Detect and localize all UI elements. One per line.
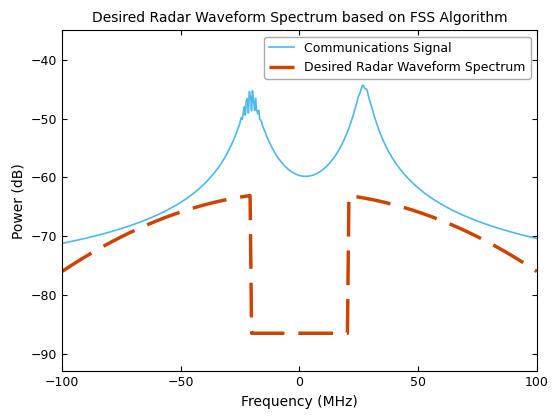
Communications Signal: [436, 201, 443, 206]
Legend: Communications Signal, Desired Radar Waveform Spectrum: Communications Signal, Desired Radar Wav…: [264, 37, 531, 79]
Y-axis label: Power (dB): Power (dB): [11, 163, 25, 239]
Desired Radar Waveform Spectrum: [436, 217, 443, 222]
Desired Radar Waveform Spectrum: [248, 331, 255, 336]
Desired Radar Waveform Spectrum: [361, 195, 367, 200]
Title: Desired Radar Waveform Spectrum based on FSS Algorithm: Desired Radar Waveform Spectrum based on…: [92, 11, 507, 25]
Desired Radar Waveform Spectrum: [411, 208, 418, 213]
Desired Radar Waveform Spectrum: [82, 254, 89, 259]
Desired Radar Waveform Spectrum: [247, 193, 254, 198]
Communications Signal: [231, 136, 237, 142]
Communications Signal: [411, 182, 418, 187]
Desired Radar Waveform Spectrum: [340, 331, 347, 336]
Communications Signal: [534, 236, 540, 241]
Desired Radar Waveform Spectrum: [231, 196, 237, 201]
Line: Desired Radar Waveform Spectrum: Desired Radar Waveform Spectrum: [62, 196, 537, 333]
Communications Signal: [360, 83, 366, 88]
Desired Radar Waveform Spectrum: [534, 269, 540, 274]
Communications Signal: [361, 84, 367, 89]
Communications Signal: [340, 139, 347, 144]
X-axis label: Frequency (MHz): Frequency (MHz): [241, 395, 358, 409]
Desired Radar Waveform Spectrum: [59, 269, 66, 274]
Communications Signal: [59, 241, 66, 246]
Line: Communications Signal: Communications Signal: [62, 85, 537, 243]
Communications Signal: [82, 236, 89, 241]
